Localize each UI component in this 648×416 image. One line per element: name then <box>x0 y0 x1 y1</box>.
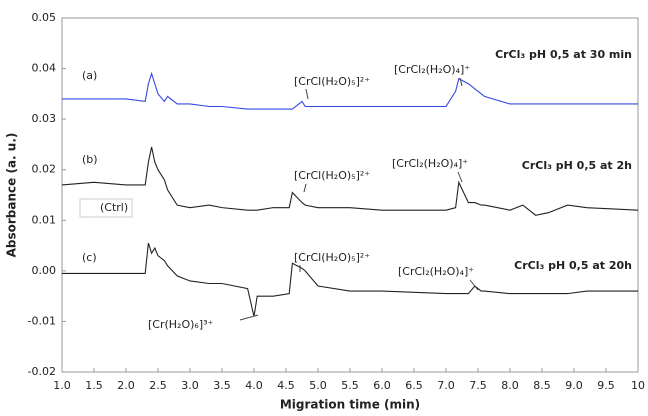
x-tick-label: 7.5 <box>469 379 487 392</box>
annotation: (c) <box>82 251 97 264</box>
y-tick-label: -0.02 <box>28 365 56 378</box>
x-tick-label: 2.5 <box>149 379 167 392</box>
annotation: (Ctrl) <box>100 201 128 214</box>
x-tick-label: 4.0 <box>245 379 263 392</box>
y-tick-label: -0.01 <box>28 314 56 327</box>
y-tick-label: 0.04 <box>32 62 57 75</box>
trace <box>61 146 639 216</box>
trace <box>62 242 638 317</box>
x-tick-label: 2.0 <box>117 379 135 392</box>
annotation: [CrCl(H₂O)₅]²⁺ <box>294 169 370 182</box>
leader <box>459 77 463 87</box>
annotation: [CrCl(H₂O)₅]²⁺ <box>294 251 370 264</box>
x-tick-label: 10 <box>631 379 645 392</box>
leader <box>457 171 463 183</box>
x-tick-label: 9.5 <box>597 379 615 392</box>
annotation: CrCl₃ pH 0,5 at 30 min <box>495 48 632 61</box>
y-tick-label: 0.01 <box>32 213 57 226</box>
x-tick-label: 1.5 <box>85 379 103 392</box>
annotation: (a) <box>82 69 97 82</box>
annotation: CrCl₃ pH 0,5 at 20h <box>514 259 632 272</box>
x-tick-label: 9.0 <box>565 379 583 392</box>
trace <box>62 71 638 110</box>
leader <box>305 88 309 100</box>
x-tick-label: 7.0 <box>437 379 455 392</box>
annotation: [CrCl₂(H₂O)₄]⁺ <box>392 157 468 170</box>
y-tick-label: 0.02 <box>32 163 57 176</box>
annotation: (b) <box>82 153 98 166</box>
x-tick-label: 3.0 <box>181 379 199 392</box>
y-axis-title: Absorbance (a. u.) <box>5 133 19 258</box>
paste-widget <box>79 198 133 218</box>
y-tick-label: 0.05 <box>32 11 57 24</box>
annotation: CrCl₃ pH 0,5 at 2h <box>522 159 632 172</box>
x-tick-label: 6.5 <box>405 379 423 392</box>
x-tick-label: 4.5 <box>277 379 295 392</box>
x-tick-label: 1.0 <box>53 379 71 392</box>
y-tick-label: 0.03 <box>32 112 57 125</box>
x-tick-label: 5.0 <box>309 379 327 392</box>
annotation: [CrCl₂(H₂O)₄]⁺ <box>398 265 474 278</box>
x-tick-label: 8.0 <box>501 379 519 392</box>
leader <box>469 279 479 291</box>
annotation: [CrCl(H₂O)₅]²⁺ <box>294 75 370 88</box>
leader <box>239 314 259 321</box>
x-tick-label: 6.0 <box>373 379 391 392</box>
annotation: [Cr(H₂O)₆]³⁺ <box>148 318 214 331</box>
x-axis-title: Migration time (min) <box>280 398 420 412</box>
leader <box>303 183 307 193</box>
x-tick-label: 5.5 <box>341 379 359 392</box>
x-tick-label: 8.5 <box>533 379 551 392</box>
y-tick-label: 0.00 <box>32 264 57 277</box>
annotation: [CrCl₂(H₂O)₄]⁺ <box>394 63 470 76</box>
x-tick-label: 3.5 <box>213 379 231 392</box>
